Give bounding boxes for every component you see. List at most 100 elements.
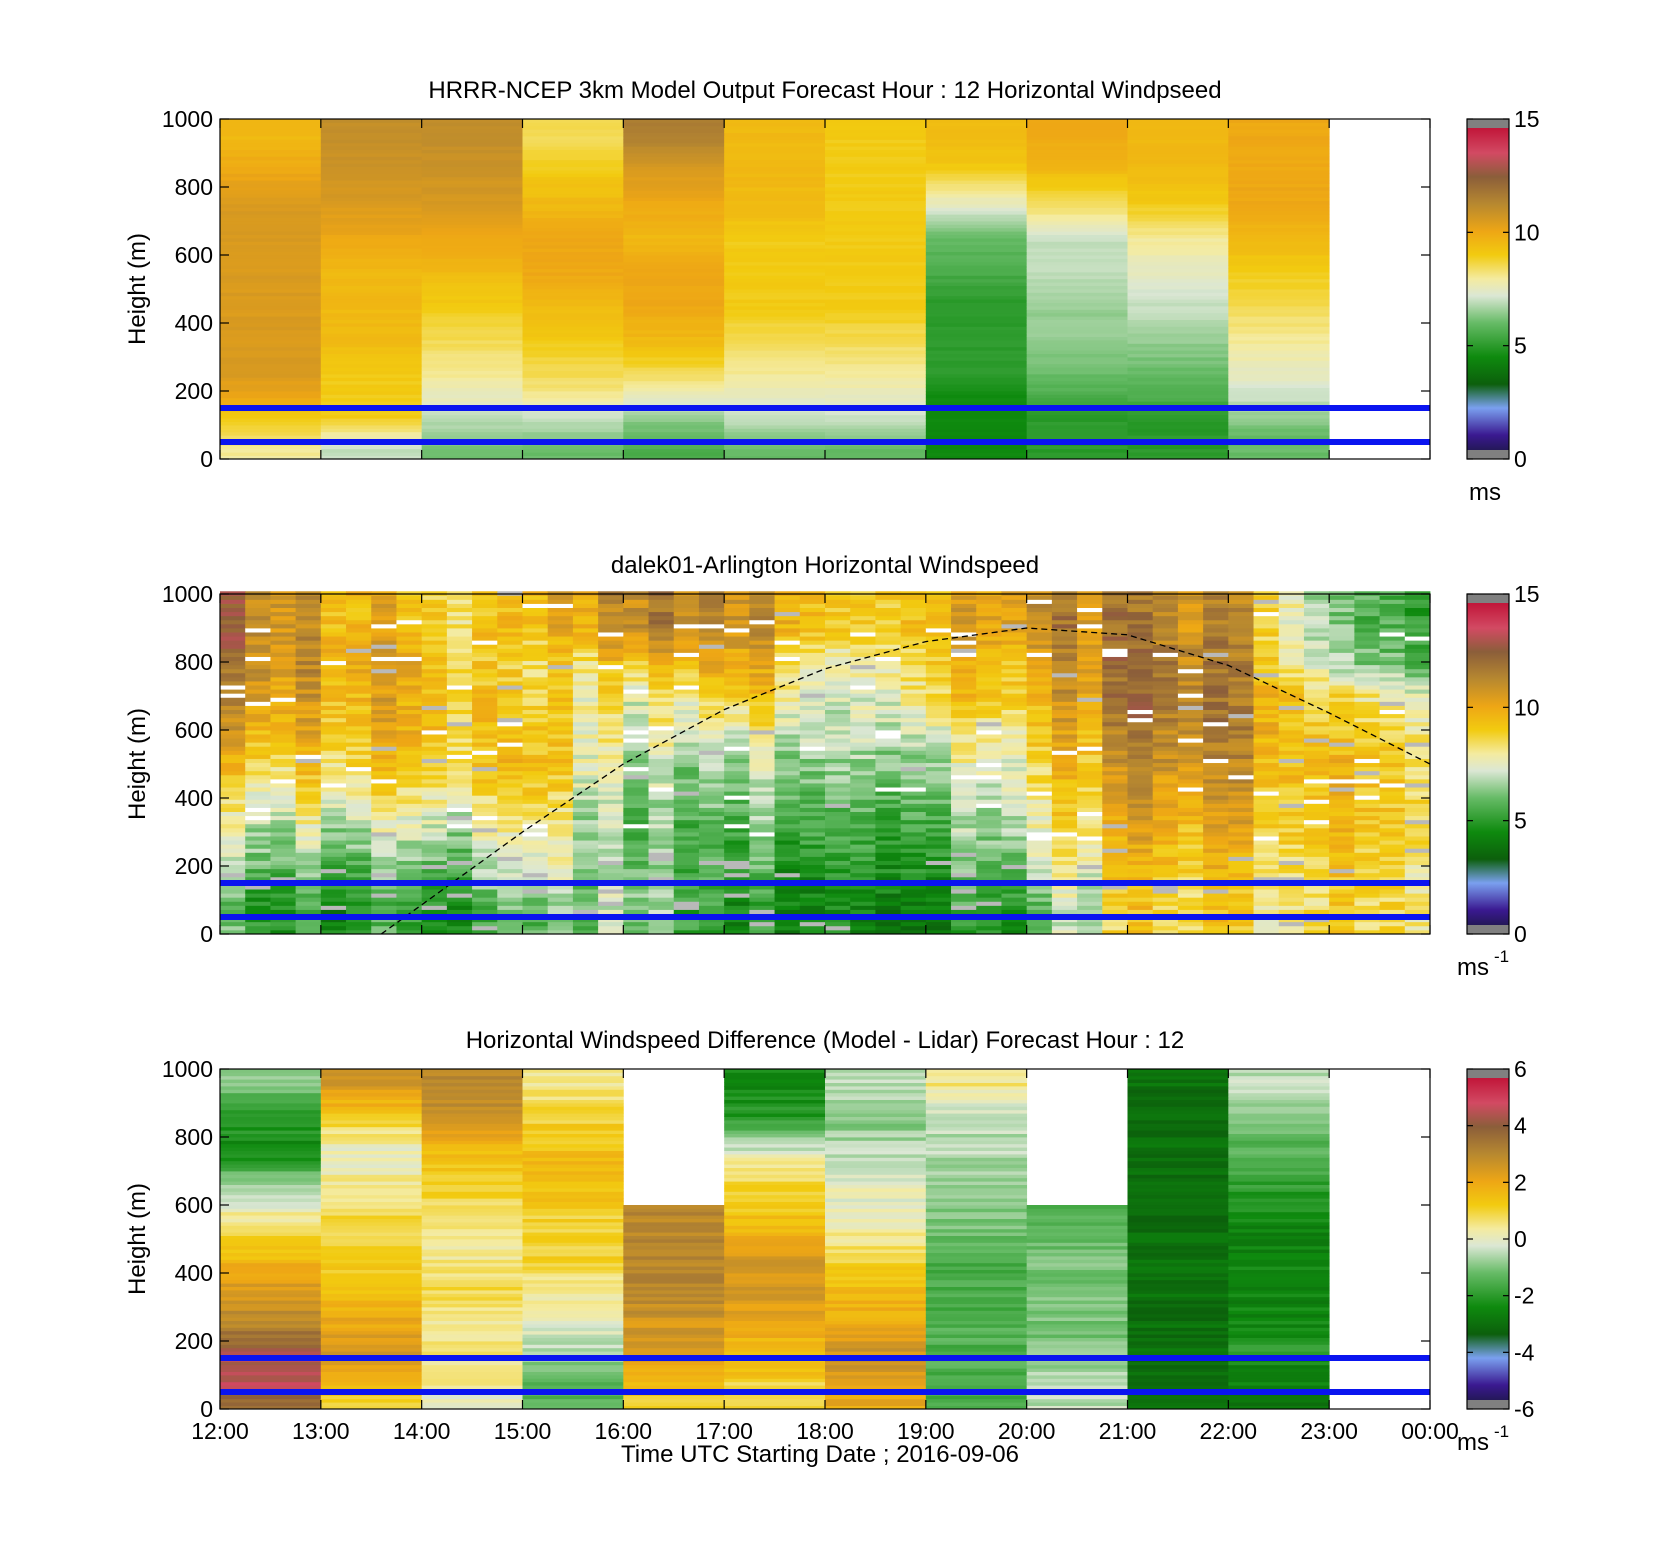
heatmap-cell — [1026, 125, 1128, 130]
heatmap-cell — [623, 676, 649, 682]
heatmap-cell — [623, 166, 725, 171]
heatmap-cell — [320, 746, 347, 751]
heatmap-cell — [547, 893, 574, 898]
heatmap-cell — [1077, 762, 1103, 768]
heatmap-cell — [1152, 799, 1179, 804]
heatmap-cell — [1228, 929, 1254, 935]
heatmap-cell — [598, 889, 624, 894]
heatmap-cell — [825, 697, 851, 702]
heatmap-cell — [648, 905, 675, 910]
heatmap-cell — [1177, 648, 1204, 653]
heatmap-cell — [572, 672, 599, 678]
heatmap-cell — [1127, 374, 1229, 378]
heatmap-cell — [245, 758, 271, 764]
heatmap-cell — [673, 709, 700, 715]
heatmap-cell — [900, 705, 927, 710]
heatmap-cell — [547, 929, 574, 935]
heatmap-cell — [421, 278, 523, 283]
heatmap-cell — [522, 241, 624, 246]
heatmap-cell — [749, 925, 775, 931]
heatmap-cell — [724, 323, 826, 327]
heatmap-cell — [724, 648, 750, 653]
heatmap-cell — [749, 725, 775, 731]
heatmap-cell — [572, 705, 599, 710]
heatmap-cell — [421, 672, 448, 678]
heatmap-cell — [320, 676, 347, 682]
heatmap-cell — [1228, 251, 1330, 256]
heatmap-cell — [346, 599, 372, 604]
heatmap-cell — [850, 754, 876, 759]
heatmap-cell — [825, 265, 927, 269]
heatmap-cell — [220, 173, 322, 178]
heatmap-cell — [1026, 428, 1128, 433]
heatmap-cell — [1026, 391, 1128, 395]
heatmap-cell — [371, 668, 397, 674]
heatmap-cell — [1026, 421, 1128, 426]
heatmap-cell — [522, 340, 624, 344]
heatmap-cell — [547, 754, 574, 759]
heatmap-cell — [1152, 766, 1179, 772]
heatmap-cell — [925, 717, 952, 723]
heatmap-cell — [623, 397, 725, 402]
heatmap-cell — [1203, 693, 1229, 698]
heatmap-cell — [220, 350, 322, 354]
heatmap-cell — [446, 766, 473, 772]
heatmap-cell — [320, 282, 423, 286]
heatmap-cell — [724, 241, 826, 246]
heatmap-cell — [623, 329, 725, 334]
heatmap-cell — [396, 632, 423, 637]
heatmap-cell — [925, 705, 952, 710]
heatmap-cell — [421, 448, 523, 453]
heatmap-cell — [925, 139, 1028, 144]
heatmap-cell — [1051, 803, 1078, 808]
heatmap-cell — [522, 306, 624, 310]
heatmap-cell — [900, 607, 927, 613]
heatmap-cell — [320, 693, 347, 698]
heatmap-cell — [1001, 738, 1028, 743]
heatmap-cell — [875, 725, 902, 731]
heatmap-cell — [320, 701, 347, 706]
heatmap-cell — [598, 909, 624, 914]
heatmap-cell — [245, 717, 271, 723]
heatmap-cell — [295, 827, 322, 833]
heatmap-cell — [1278, 827, 1305, 833]
heatmap-cell — [724, 428, 826, 433]
heatmap-cell — [900, 819, 927, 825]
heatmap-cell — [1253, 774, 1280, 780]
heatmap-cell — [472, 730, 498, 735]
heatmap-cell — [976, 925, 1002, 931]
heatmap-cell — [1303, 807, 1330, 812]
heatmap-cell — [1051, 885, 1078, 890]
heatmap-cell — [698, 925, 725, 931]
heatmap-cell — [371, 909, 397, 914]
heatmap-cell — [1278, 681, 1305, 686]
heatmap-cell — [1051, 701, 1078, 706]
heatmap-cell — [245, 836, 271, 841]
heatmap-cell — [1051, 905, 1078, 910]
heatmap-cell — [1026, 244, 1128, 249]
heatmap-cell — [295, 636, 322, 641]
heatmap-cell — [1026, 350, 1128, 354]
heatmap-cell — [421, 783, 448, 788]
heatmap-cell — [547, 607, 574, 613]
heatmap-cell — [371, 783, 397, 788]
heatmap-cell — [371, 672, 397, 678]
heatmap-cell — [900, 827, 927, 833]
heatmap-cell — [623, 603, 649, 608]
heatmap-cell — [270, 778, 297, 784]
heatmap-cell — [850, 844, 876, 849]
heatmap-cell — [472, 787, 498, 792]
heatmap-cell — [825, 640, 851, 645]
heatmap-cell — [648, 730, 675, 735]
heatmap-cell — [1228, 207, 1330, 212]
heatmap-cell — [951, 770, 977, 776]
heatmap-cell — [724, 153, 826, 157]
heatmap-cell — [220, 893, 246, 898]
heatmap-cell — [396, 652, 423, 657]
heatmap-cell — [1026, 758, 1053, 764]
heatmap-cell — [396, 730, 423, 735]
heatmap-cell — [1228, 414, 1330, 419]
heatmap-cell — [421, 384, 523, 388]
heatmap-cell — [623, 628, 649, 633]
heatmap-cell — [220, 258, 322, 263]
